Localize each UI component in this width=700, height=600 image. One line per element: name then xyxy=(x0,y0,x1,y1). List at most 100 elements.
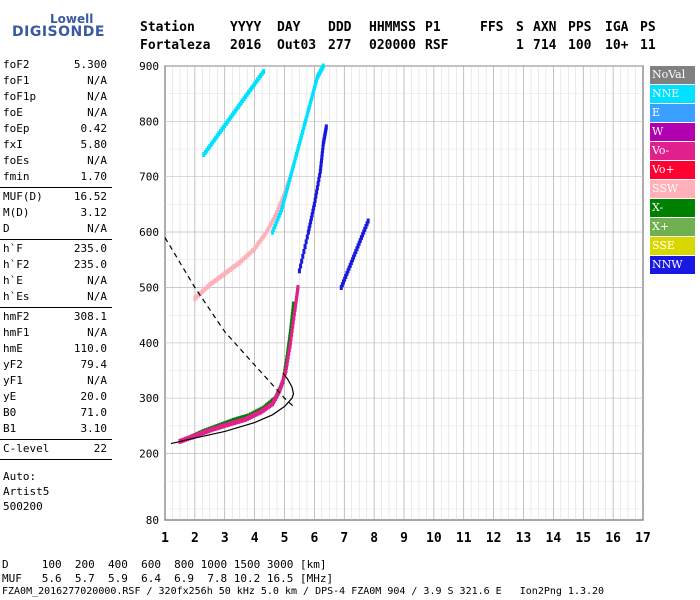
trace-point xyxy=(191,434,195,440)
param-key: foF1 xyxy=(3,74,30,87)
trace-point xyxy=(189,434,193,440)
param-separator xyxy=(0,307,112,308)
param-row-ye: yE 20.0 xyxy=(3,390,107,406)
trace-point xyxy=(313,82,317,88)
param-row-hes: h`Es N/A xyxy=(3,290,107,306)
trace-point xyxy=(283,196,286,202)
header-label-7: S xyxy=(516,20,524,35)
trace-point xyxy=(319,165,323,171)
trace-point xyxy=(278,201,282,207)
param-row-b1: B1 3.10 xyxy=(3,422,107,438)
header-value-7: 714 xyxy=(533,38,557,53)
trace-point xyxy=(312,85,316,91)
trace-point xyxy=(303,121,307,127)
trace-point xyxy=(287,347,291,353)
param-value: N/A xyxy=(87,274,107,287)
param-separator xyxy=(0,239,112,240)
trace-point xyxy=(289,336,293,342)
trace-point xyxy=(343,276,347,282)
x-tick-label: 2 xyxy=(191,531,199,546)
param-row-fmin: fmin 1.70 xyxy=(3,170,107,186)
param-key: h`E xyxy=(3,274,23,287)
trace-point xyxy=(285,185,289,191)
param-value: 235.0 xyxy=(73,242,107,255)
trace-point xyxy=(230,265,234,271)
trace-point xyxy=(315,185,319,191)
param-key: yE xyxy=(3,390,17,403)
trace-point xyxy=(288,177,292,182)
trace-point xyxy=(195,294,199,300)
trace-point xyxy=(314,193,318,199)
trace-point xyxy=(197,292,201,298)
header-value-3: 277 xyxy=(328,38,352,53)
trace-point xyxy=(318,168,322,174)
trace-point xyxy=(302,248,306,254)
trace-point xyxy=(309,219,313,225)
trace-point xyxy=(211,426,215,432)
trace-point xyxy=(320,154,324,160)
trace-point xyxy=(297,143,301,149)
trace-point xyxy=(278,210,282,216)
header-label-9: PPS xyxy=(568,20,592,35)
trace-point xyxy=(364,224,368,230)
trace-point xyxy=(354,248,358,254)
trace-point xyxy=(204,429,208,435)
trace-point xyxy=(202,430,206,436)
trace-point xyxy=(300,132,304,138)
footer-file-row: FZA0M_2016277020000.RSF / 320fx256h 50 k… xyxy=(2,586,605,597)
trace-point xyxy=(361,232,365,238)
trace-point xyxy=(290,332,294,338)
trace-point xyxy=(243,254,247,260)
legend-e-swatch: E xyxy=(650,104,695,122)
trace-point xyxy=(316,181,320,187)
trace-point xyxy=(339,284,343,290)
logo-name: DIGISONDE xyxy=(12,24,105,40)
trace-point xyxy=(200,289,204,295)
trace-point xyxy=(271,229,275,235)
trace-point xyxy=(366,218,370,224)
param-separator xyxy=(0,439,112,440)
trace-point xyxy=(245,253,249,259)
trace-point xyxy=(290,315,294,321)
legend-noval-swatch: NoVal xyxy=(650,66,695,84)
trace-point xyxy=(296,284,300,290)
param-value: 22 xyxy=(93,442,107,455)
param-value: N/A xyxy=(87,90,107,103)
trace-point xyxy=(319,161,323,167)
legend-x-swatch: X- xyxy=(650,199,695,217)
header-value-8: 100 xyxy=(568,38,592,53)
x-tick-label: 7 xyxy=(340,531,348,546)
trace-point xyxy=(319,158,323,164)
trace-point xyxy=(228,266,232,272)
header-value-9: 10+ xyxy=(605,38,629,53)
param-row-fof1p: foF1p N/A xyxy=(3,90,107,106)
y-tick-label: 500 xyxy=(139,281,159,294)
trace-point xyxy=(363,226,367,232)
trace-point xyxy=(280,204,284,210)
param-row-md: M(D) 3.12 xyxy=(3,206,107,222)
trace-point xyxy=(238,260,242,266)
trace-point xyxy=(226,268,230,274)
trace-point xyxy=(288,340,292,346)
trace-point xyxy=(246,415,250,421)
trace-point xyxy=(303,118,307,124)
trace-point xyxy=(345,271,349,277)
param-value: N/A xyxy=(87,154,107,167)
header-value-5: RSF xyxy=(425,38,449,53)
trace-point xyxy=(290,168,294,174)
trace-point xyxy=(313,197,317,203)
param-key: fxI xyxy=(3,138,23,151)
trace-point xyxy=(277,212,281,218)
trace-point xyxy=(307,105,311,111)
trace-point xyxy=(222,423,226,429)
trace-point xyxy=(317,177,321,182)
trace-point xyxy=(315,189,319,195)
param-row-clevel: C-level 22 xyxy=(3,442,107,458)
trace-point xyxy=(357,240,361,246)
trace-point xyxy=(308,102,312,108)
trace-point xyxy=(244,416,248,422)
param-key: B1 xyxy=(3,422,17,435)
trace-point xyxy=(293,157,297,163)
param-key: yF2 xyxy=(3,358,23,371)
trace-point xyxy=(213,426,217,432)
